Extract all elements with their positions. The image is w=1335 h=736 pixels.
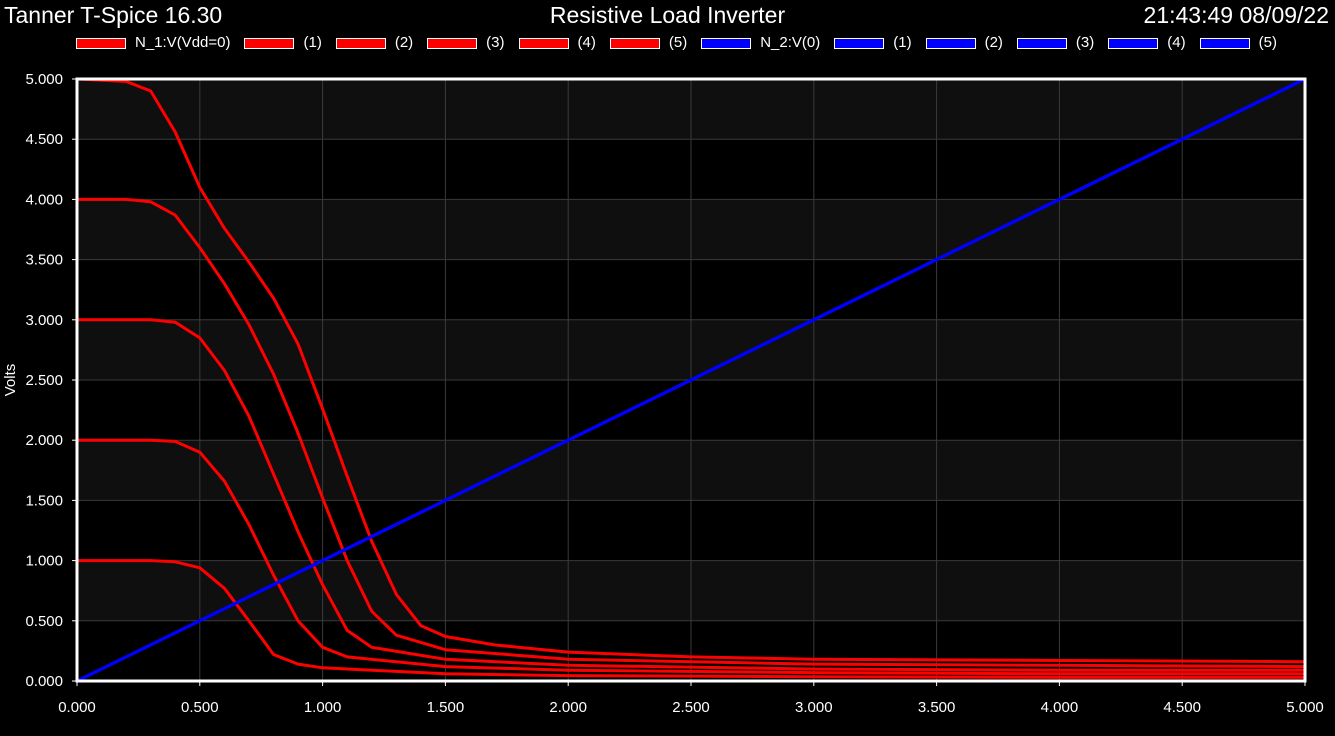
legend-item: N_1:V(Vdd=0) xyxy=(76,33,230,53)
legend-label: (5) xyxy=(668,34,688,51)
legend-item: (5) xyxy=(609,33,688,53)
x-tick-label: 1.000 xyxy=(304,699,342,716)
legend-swatch xyxy=(834,37,885,49)
series-line-5 xyxy=(76,77,1306,664)
legend-label: (4) xyxy=(577,34,596,51)
x-tick-label: 2.500 xyxy=(672,699,710,716)
legend-swatch xyxy=(76,37,126,49)
x-tick-label: 4.000 xyxy=(1041,699,1079,716)
legend-label: (3) xyxy=(1075,34,1095,51)
y-tick-label: 5.000 xyxy=(25,71,63,88)
y-tick-label: 0.500 xyxy=(25,613,63,630)
legend-swatch xyxy=(244,37,295,49)
legend-label: (2) xyxy=(984,34,1003,51)
legend: N_1:V(Vdd=0) (1) (2) (3) (4) (5) N_2:V(0) (1) (2… xyxy=(76,33,1326,55)
y-tick-label: 4.000 xyxy=(25,191,63,208)
series-line-1 xyxy=(77,559,1305,679)
y-axis-label: Volts xyxy=(2,364,19,397)
y-tick-label: 0.000 xyxy=(25,673,63,690)
legend-swatch xyxy=(427,37,478,49)
legend-swatch xyxy=(1016,37,1067,49)
legend-item: (2) xyxy=(925,33,1003,53)
legend-item: (1) xyxy=(834,33,912,53)
y-tick-label: 2.000 xyxy=(25,432,63,449)
x-tick-label: 5.000 xyxy=(1286,699,1324,716)
legend-swatch xyxy=(1108,37,1159,49)
legend-swatch xyxy=(518,37,569,49)
y-tick-label: 1.000 xyxy=(25,553,63,570)
timestamp: 21:43:49 08/09/22 xyxy=(1143,2,1329,28)
legend-swatch xyxy=(1199,37,1250,49)
legend-item: N_2:V(0) xyxy=(701,33,820,53)
y-tick-label: 4.500 xyxy=(25,131,63,148)
legend-label: (3) xyxy=(486,34,505,51)
legend-item: (2) xyxy=(335,33,414,53)
series-line-4 xyxy=(77,197,1306,669)
series-line-3 xyxy=(77,318,1305,672)
legend-label: (5) xyxy=(1258,34,1277,51)
series-line-2 xyxy=(77,438,1305,676)
legend-item: (4) xyxy=(518,33,596,53)
legend-swatch xyxy=(609,37,660,49)
legend-item: (5) xyxy=(1199,33,1277,53)
app-title: Tanner T-Spice 16.30 xyxy=(4,2,223,28)
legend-label: N_2:V(0) xyxy=(760,34,821,51)
legend-swatch xyxy=(701,37,752,49)
y-tick-label: 1.500 xyxy=(25,492,63,509)
legend-item: (3) xyxy=(1016,33,1095,53)
legend-swatch xyxy=(335,37,386,49)
x-tick-label: 1.500 xyxy=(427,699,465,716)
x-tick-label: 0.000 xyxy=(58,699,96,716)
legend-label: (4) xyxy=(1167,34,1186,51)
legend-swatch xyxy=(925,37,976,49)
y-tick-label: 3.000 xyxy=(25,312,63,329)
x-tick-label: 2.000 xyxy=(549,699,587,716)
y-tick-label: 2.500 xyxy=(25,372,63,389)
series-line-11 xyxy=(76,77,1306,683)
legend-label: (2) xyxy=(394,34,414,51)
x-tick-label: 0.500 xyxy=(181,699,219,716)
legend-label: N_1:V(Vdd=0) xyxy=(135,34,231,51)
legend-label: (1) xyxy=(893,34,912,51)
legend-item: (1) xyxy=(244,33,322,53)
legend-item: (4) xyxy=(1108,33,1186,53)
legend-item: (3) xyxy=(427,33,505,53)
y-tick-label: 3.500 xyxy=(25,252,63,269)
x-tick-label: 3.500 xyxy=(918,699,956,716)
x-tick-label: 3.000 xyxy=(795,699,833,716)
legend-label: (1) xyxy=(303,34,322,51)
plot-title: Resistive Load Inverter xyxy=(549,2,786,28)
x-tick-label: 4.500 xyxy=(1163,699,1201,716)
